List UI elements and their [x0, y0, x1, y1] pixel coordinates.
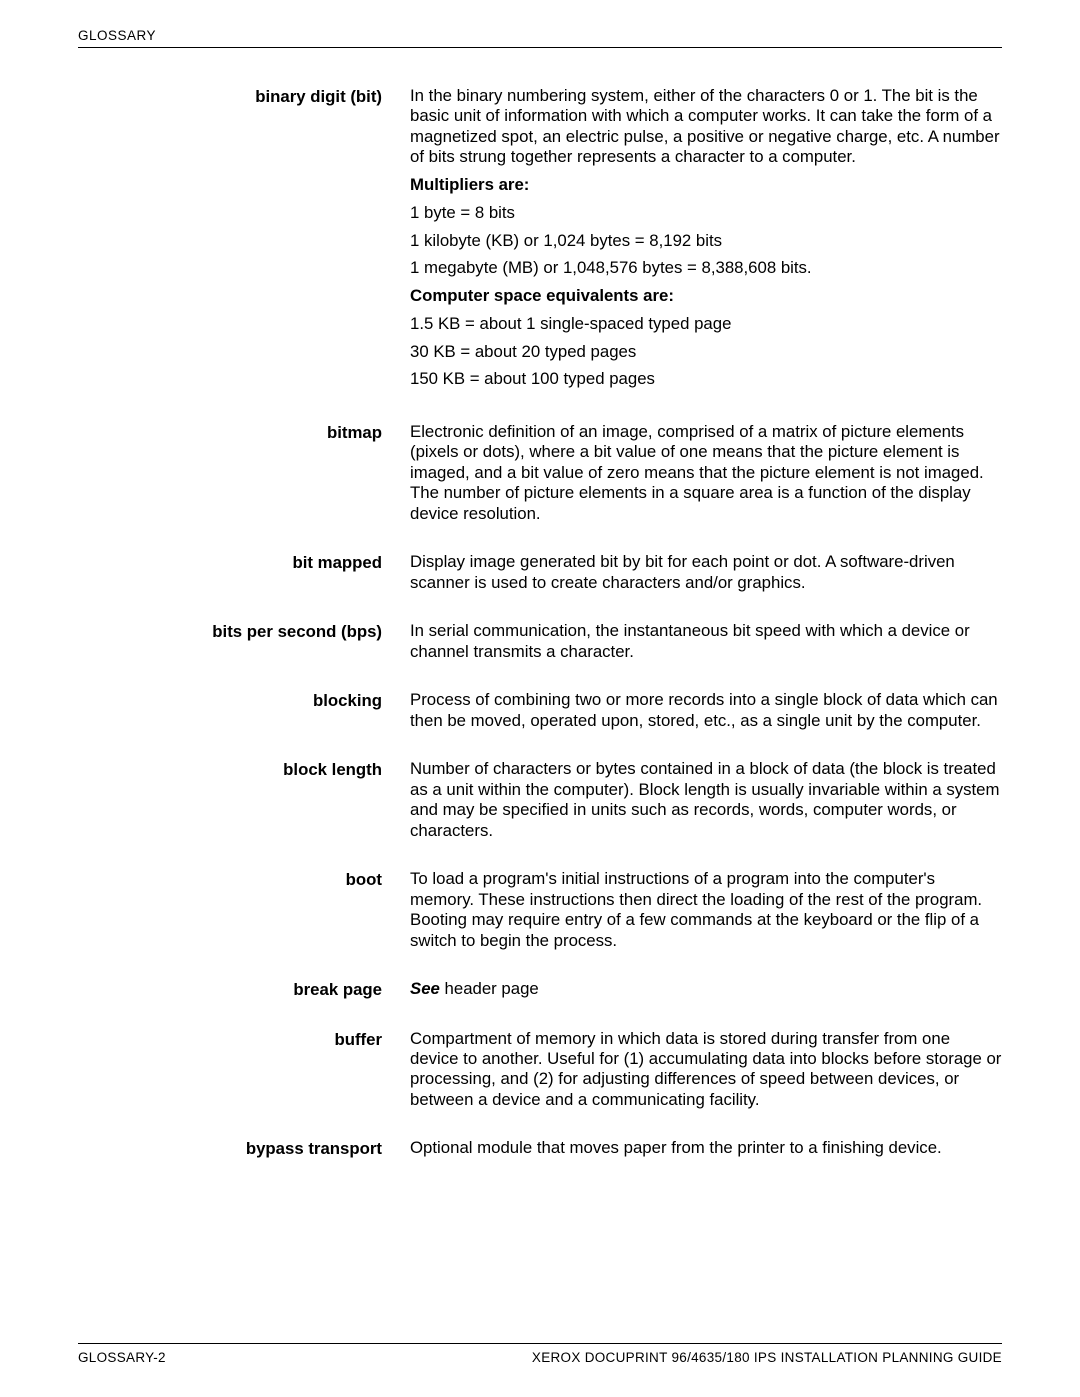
footer-rule — [78, 1343, 1002, 1344]
glossary-entry: binary digit (bit)In the binary numberin… — [78, 86, 1002, 390]
definition-text: 1 kilobyte (KB) or 1,024 bytes = 8,192 b… — [410, 231, 1002, 251]
entry-gap — [78, 400, 1002, 422]
glossary-definition: Optional module that moves paper from th… — [410, 1138, 1002, 1159]
header-rule — [78, 47, 1002, 48]
definition-text: Electronic definition of an image, compr… — [410, 422, 1002, 524]
page-header: GLOSSARY — [78, 28, 1002, 43]
glossary-term: bitmap — [78, 422, 410, 524]
glossary-definition: Compartment of memory in which data is s… — [410, 1029, 1002, 1111]
definition-text: Process of combining two or more records… — [410, 690, 1002, 731]
glossary-term: break page — [78, 979, 410, 1000]
definition-text: In serial communication, the instantaneo… — [410, 621, 1002, 662]
glossary-entry: bootTo load a program's initial instruct… — [78, 869, 1002, 951]
definition-text: 1 byte = 8 bits — [410, 203, 1002, 223]
glossary-term: buffer — [78, 1029, 410, 1111]
glossary-entry: break pageSee header page — [78, 979, 1002, 1000]
footer-left: GLOSSARY-2 — [78, 1350, 166, 1365]
footer-right: XEROX DOCUPRINT 96/4635/180 IPS INSTALLA… — [532, 1350, 1002, 1365]
page: GLOSSARY binary digit (bit)In the binary… — [0, 0, 1080, 1397]
definition-text: Display image generated bit by bit for e… — [410, 552, 1002, 593]
glossary-entry: bypass transportOptional module that mov… — [78, 1138, 1002, 1159]
definition-text: In the binary numbering system, either o… — [410, 86, 1002, 168]
entry-gap — [78, 1120, 1002, 1138]
glossary-definition: In the binary numbering system, either o… — [410, 86, 1002, 390]
glossary-definition: Process of combining two or more records… — [410, 690, 1002, 731]
glossary-entry: block lengthNumber of characters or byte… — [78, 759, 1002, 841]
glossary-term: bypass transport — [78, 1138, 410, 1159]
glossary-entries: binary digit (bit)In the binary numberin… — [78, 86, 1002, 1160]
definition-text: 150 KB = about 100 typed pages — [410, 369, 1002, 389]
entry-gap — [78, 534, 1002, 552]
glossary-definition: Display image generated bit by bit for e… — [410, 552, 1002, 593]
glossary-entry: blockingProcess of combining two or more… — [78, 690, 1002, 731]
page-footer: GLOSSARY-2 XEROX DOCUPRINT 96/4635/180 I… — [78, 1343, 1002, 1365]
entry-gap — [78, 961, 1002, 979]
entry-gap — [78, 603, 1002, 621]
entry-gap — [78, 741, 1002, 759]
definition-text: Computer space equivalents are: — [410, 286, 1002, 306]
glossary-term: boot — [78, 869, 410, 951]
glossary-term: bits per second (bps) — [78, 621, 410, 662]
see-prefix: See — [410, 979, 440, 998]
glossary-term: block length — [78, 759, 410, 841]
glossary-definition: Number of characters or bytes contained … — [410, 759, 1002, 841]
glossary-entry: bits per second (bps)In serial communica… — [78, 621, 1002, 662]
definition-text: Multipliers are: — [410, 175, 1002, 195]
glossary-term: binary digit (bit) — [78, 86, 410, 390]
glossary-definition: To load a program's initial instructions… — [410, 869, 1002, 951]
definition-text: Compartment of memory in which data is s… — [410, 1029, 1002, 1111]
definition-text: 1.5 KB = about 1 single-spaced typed pag… — [410, 314, 1002, 334]
definition-text: Number of characters or bytes contained … — [410, 759, 1002, 841]
definition-text: Optional module that moves paper from th… — [410, 1138, 1002, 1158]
glossary-definition: In serial communication, the instantaneo… — [410, 621, 1002, 662]
glossary-entry: bitmapElectronic definition of an image,… — [78, 422, 1002, 524]
glossary-term: blocking — [78, 690, 410, 731]
glossary-term: bit mapped — [78, 552, 410, 593]
glossary-definition: Electronic definition of an image, compr… — [410, 422, 1002, 524]
definition-text: 1 megabyte (MB) or 1,048,576 bytes = 8,3… — [410, 258, 1002, 278]
definition-text: See header page — [410, 979, 1002, 999]
glossary-entry: bufferCompartment of memory in which dat… — [78, 1029, 1002, 1111]
definition-text: 30 KB = about 20 typed pages — [410, 342, 1002, 362]
entry-gap — [78, 672, 1002, 690]
definition-text: To load a program's initial instructions… — [410, 869, 1002, 951]
glossary-definition: See header page — [410, 979, 1002, 1000]
glossary-entry: bit mappedDisplay image generated bit by… — [78, 552, 1002, 593]
entry-gap — [78, 1011, 1002, 1029]
entry-gap — [78, 851, 1002, 869]
